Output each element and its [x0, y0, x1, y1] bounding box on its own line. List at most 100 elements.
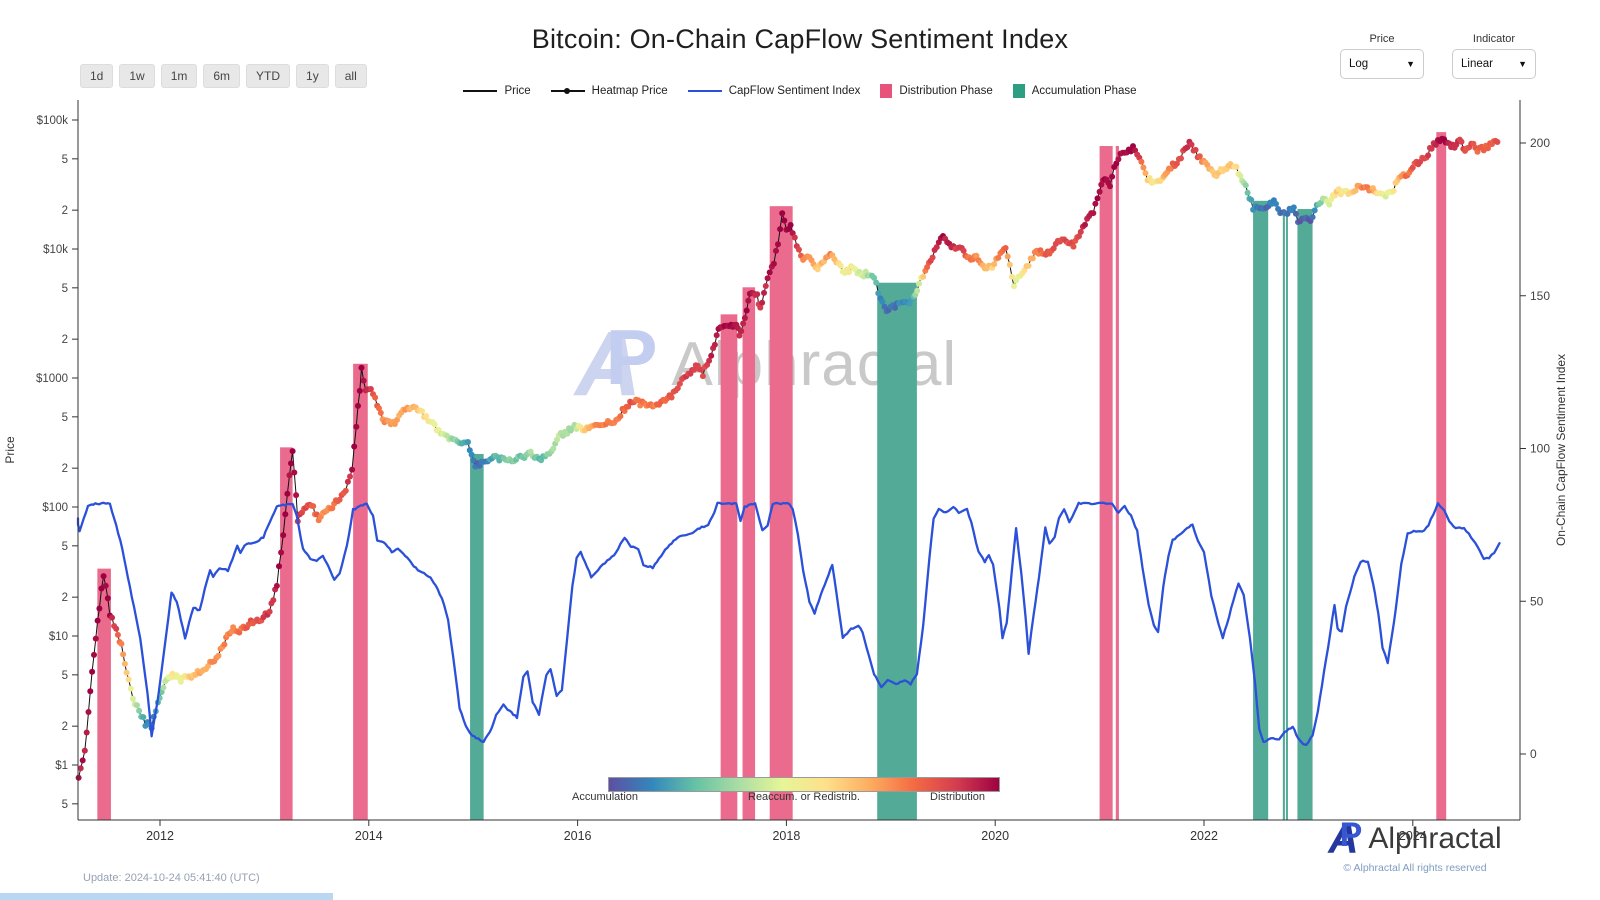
- right-axis-tick-label: 100: [1530, 442, 1550, 456]
- x-axis-year-label: 2016: [564, 829, 592, 843]
- colorbar-gradient: [608, 777, 1000, 792]
- brand-logo-a: A: [1328, 815, 1359, 862]
- distribution-band: [97, 568, 111, 820]
- distribution-band: [1115, 146, 1119, 821]
- x-axis-year-label: 2020: [981, 829, 1009, 843]
- accumulation-band: [1282, 210, 1285, 820]
- range-button-1y[interactable]: 1y: [296, 64, 329, 88]
- legend-swatch-square: [880, 84, 893, 98]
- copyright-text: © Alphractal All rights reserved: [1343, 862, 1487, 874]
- update-timestamp: Update: 2024-10-24 05:41:40 (UTC): [83, 872, 260, 884]
- left-axis-tick-label: 5: [62, 799, 68, 811]
- left-axis-tick-label: $10: [49, 631, 68, 643]
- colorbar-label-accumulation: Accumulation: [572, 791, 639, 803]
- page-title: Bitcoin: On-Chain CapFlow Sentiment Inde…: [531, 24, 1069, 54]
- right-axis-title: On-Chain CapFlow Sentiment Index: [1554, 354, 1568, 546]
- left-axis-tick-label: 5: [62, 154, 68, 166]
- left-axis-tick-label: 2: [62, 334, 68, 346]
- indicator-scale-label: Indicator: [1472, 33, 1516, 45]
- left-axis-tick-label: $1: [55, 760, 68, 772]
- range-button-1w[interactable]: 1w: [119, 64, 155, 88]
- capflow-sentiment-line: [76, 501, 1501, 747]
- distribution-band: [353, 363, 368, 820]
- range-button-6m[interactable]: 6m: [203, 64, 241, 88]
- accumulation-band: [470, 453, 484, 820]
- legend-label: Heatmap Price: [591, 85, 668, 97]
- price-scale-label: Price: [1369, 33, 1395, 45]
- left-axis-tick-label: 2: [62, 592, 68, 604]
- left-axis-tick-label: 5: [62, 541, 68, 553]
- bottom-progress-bar: [0, 893, 333, 900]
- x-axis-year-label: 2018: [772, 829, 800, 843]
- heatmap-price-dots: [75, 135, 1501, 781]
- legend-label: Distribution Phase: [899, 85, 993, 97]
- time-range-buttons: 1d 1w 1m 6m YTD 1y all: [80, 64, 367, 88]
- brand-block: A P Alphractal © Alphractal All rights r…: [1310, 815, 1520, 875]
- left-axis-tick-label: 5: [62, 412, 68, 424]
- legend-label: Accumulation Phase: [1031, 85, 1137, 97]
- legend-label: Price: [504, 85, 531, 97]
- watermark-logo-p: P: [605, 313, 658, 401]
- chevron-down-icon: ▼: [1518, 59, 1527, 69]
- legend-item[interactable]: Heatmap Price: [550, 85, 668, 97]
- price-scale-control: Price Log ▼: [1340, 33, 1424, 79]
- brand-name: Alphractal: [1368, 822, 1502, 855]
- x-axis-year-label: 2014: [355, 829, 383, 843]
- right-axis-tick-label: 50: [1530, 594, 1544, 608]
- accumulation-band: [877, 282, 917, 820]
- distribution-band: [742, 287, 756, 820]
- distribution-band: [720, 314, 738, 820]
- left-axis-title: Price: [3, 436, 17, 464]
- axes: $100k52$10k52$100052$10052$1052$15050100…: [3, 100, 1568, 843]
- watermark-logo-a: A: [575, 313, 642, 415]
- range-button-YTD[interactable]: YTD: [246, 64, 291, 88]
- left-axis-tick-label: $1000: [36, 373, 68, 385]
- left-axis-tick-label: 2: [62, 721, 68, 733]
- left-axis-tick-label: 5: [62, 670, 68, 682]
- accumulation-band: [1297, 209, 1313, 821]
- legend-label: CapFlow Sentiment Index: [728, 85, 861, 97]
- right-axis-tick-label: 0: [1530, 747, 1537, 761]
- legend-swatch-line: [550, 88, 585, 94]
- legend-item[interactable]: Distribution Phase: [880, 84, 993, 98]
- distribution-band: [769, 206, 793, 821]
- legend-swatch-square: [1012, 84, 1025, 98]
- indicator-scale-select[interactable]: Linear ▼: [1452, 49, 1536, 79]
- distribution-band: [280, 447, 293, 820]
- colorbar-label-distribution: Distribution: [930, 791, 986, 803]
- price-scale-select[interactable]: Log ▼: [1340, 49, 1424, 79]
- left-axis-tick-label: 2: [62, 463, 68, 475]
- right-axis-tick-label: 150: [1530, 289, 1550, 303]
- accumulation-band: [1285, 210, 1288, 820]
- right-axis-tick-label: 200: [1530, 136, 1550, 150]
- distribution-band: [1436, 132, 1447, 821]
- range-button-1m[interactable]: 1m: [160, 64, 198, 88]
- left-axis-tick-label: 2: [62, 205, 68, 217]
- x-axis-year-label: 2012: [146, 829, 174, 843]
- legend-swatch-line: [463, 90, 498, 92]
- left-axis-tick-label: $10k: [43, 244, 68, 256]
- left-axis-tick-label: 5: [62, 283, 68, 295]
- chevron-down-icon: ▼: [1406, 59, 1415, 69]
- indicator-scale-value: Linear: [1461, 58, 1493, 70]
- price-scale-value: Log: [1349, 58, 1369, 70]
- range-button-all[interactable]: all: [334, 64, 367, 88]
- brand-logo-p: P: [1339, 816, 1363, 854]
- accumulation-band: [1253, 200, 1269, 821]
- distribution-band: [1099, 146, 1113, 821]
- chart-legend: Price Heatmap Price CapFlow Sentiment Inde…: [0, 84, 1600, 98]
- x-axis-year-label: 2024: [1399, 829, 1427, 843]
- legend-item[interactable]: Accumulation Phase: [1012, 84, 1137, 98]
- range-button-1d[interactable]: 1d: [80, 64, 114, 88]
- colorbar-label-reaccum: Reaccum. or Redistrib.: [748, 791, 860, 803]
- phase-bands: [97, 132, 1447, 821]
- legend-swatch-line: [687, 90, 722, 92]
- left-axis-tick-label: $100: [42, 502, 68, 514]
- indicator-scale-control: Indicator Linear ▼: [1452, 33, 1536, 79]
- legend-item[interactable]: Price: [463, 85, 531, 97]
- left-axis-tick-label: $100k: [37, 115, 69, 127]
- x-axis-year-label: 2022: [1190, 829, 1218, 843]
- legend-item[interactable]: CapFlow Sentiment Index: [687, 85, 861, 97]
